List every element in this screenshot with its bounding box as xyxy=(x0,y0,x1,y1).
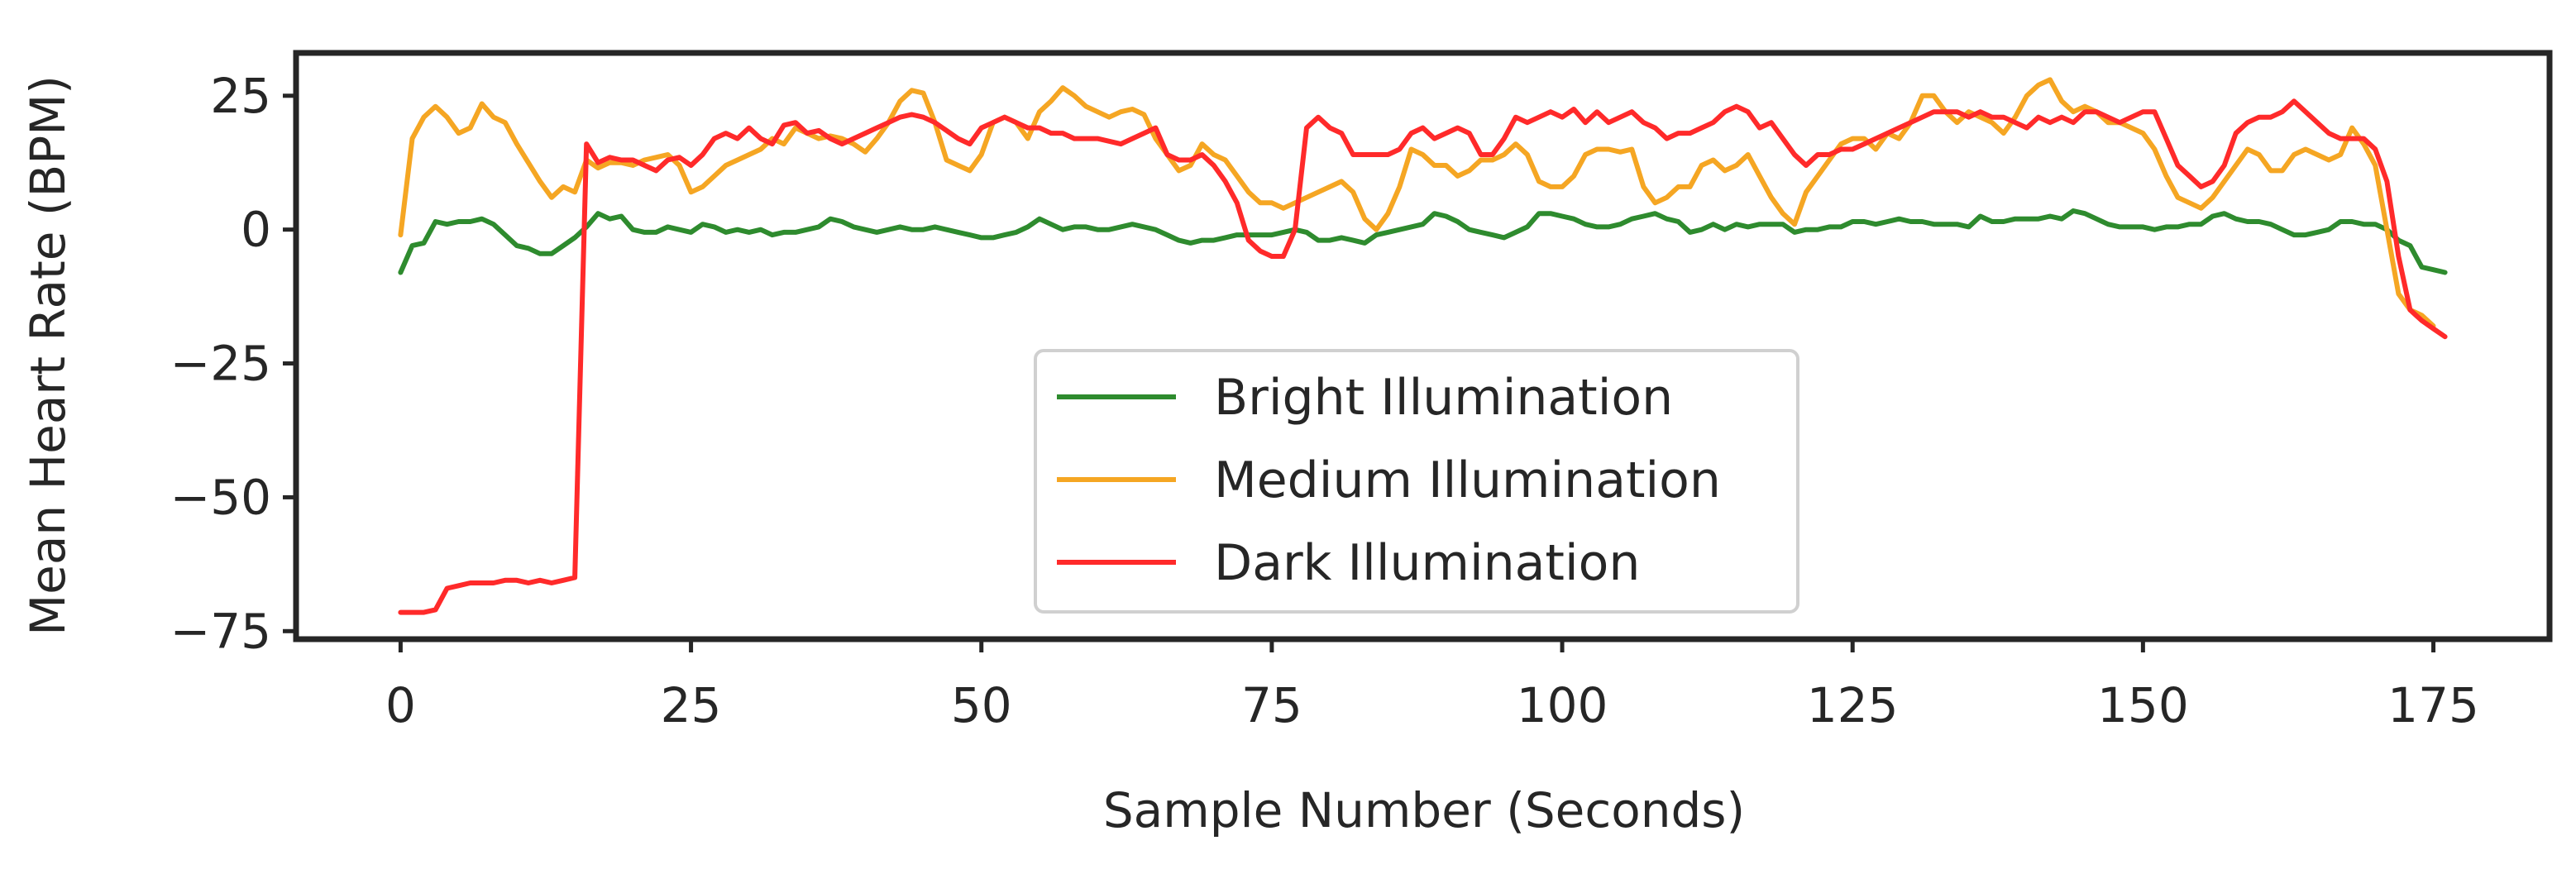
x-ticks: 0 25 50 75 100 125 150 175 xyxy=(385,639,2479,733)
x-tick-label: 50 xyxy=(951,677,1012,733)
legend-box xyxy=(1034,349,1799,614)
x-tick-label: 125 xyxy=(1807,677,1899,733)
series-line-1 xyxy=(398,208,2448,275)
x-axis-label: Sample Number (Seconds) xyxy=(1103,782,1745,838)
x-tick-label: 0 xyxy=(385,677,416,733)
legend-label: Medium Illumination xyxy=(1214,451,1721,509)
series-line-3 xyxy=(398,98,2448,615)
x-tick-label: 100 xyxy=(1517,677,1608,733)
y-tick-label: −75 xyxy=(170,603,271,659)
y-tick-label: −50 xyxy=(170,469,271,525)
x-tick-label: 175 xyxy=(2387,677,2479,733)
y-tick-label: 25 xyxy=(210,68,271,124)
y-tick-label: −25 xyxy=(170,336,271,392)
plot-frame xyxy=(293,50,2553,642)
legend-label: Bright Illumination xyxy=(1214,369,1673,427)
x-tick-label: 75 xyxy=(1241,677,1302,733)
y-axis-label: Mean Heart Rate (BPM) xyxy=(20,75,76,636)
y-ticks: 25 0 −25 −50 −75 xyxy=(170,68,296,659)
x-tick-label: 25 xyxy=(661,677,722,733)
legend: Bright Illumination Medium Illumination Da… xyxy=(1034,349,1799,614)
series-layer xyxy=(398,77,2448,615)
y-tick-label: 0 xyxy=(241,202,271,258)
x-tick-label: 150 xyxy=(2097,677,2189,733)
legend-label: Dark Illumination xyxy=(1214,534,1640,592)
axes-layer xyxy=(293,50,2553,642)
